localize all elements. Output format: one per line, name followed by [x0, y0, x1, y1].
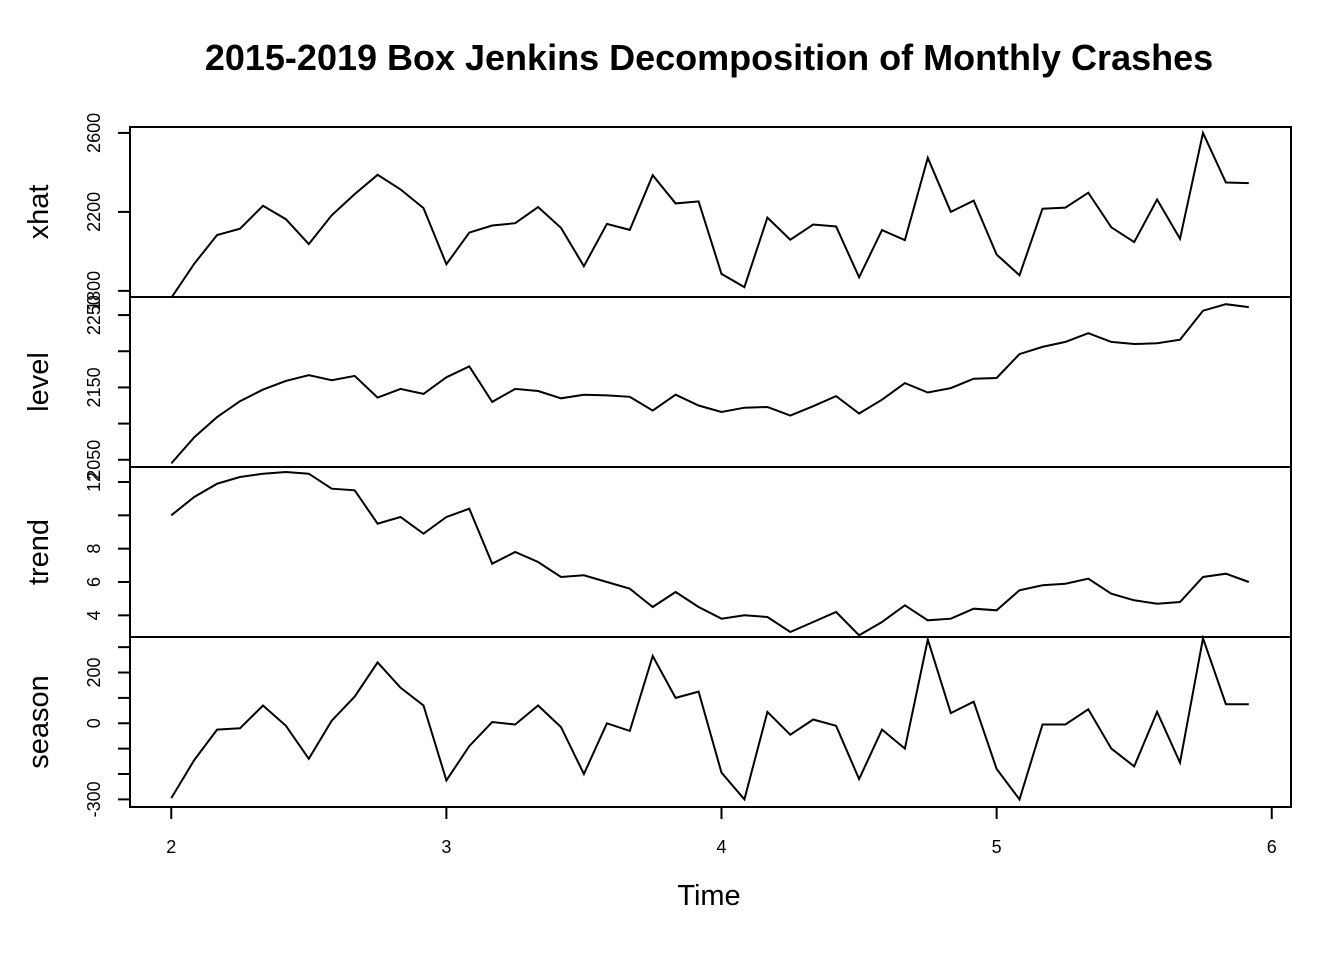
y-tick-label-season: 200 [84, 657, 104, 687]
y-tick-label-xhat: 2200 [84, 192, 104, 232]
y-tick-label-xhat: 2600 [84, 113, 104, 153]
panel-frame-trend [129, 466, 1292, 638]
panel-frame-level [129, 296, 1292, 468]
panels-group: 1800 2200 2600 xhat 2050 2150 2250 level 4 6 8 12 tr… [23, 113, 1292, 817]
series-line-trend [170, 470, 1250, 637]
y-tick-label-level: 2050 [84, 440, 104, 480]
series-line-level [170, 303, 1249, 465]
series-line-xhat [170, 129, 1249, 299]
x-axis: 2 3 4 5 6 [166, 806, 1277, 857]
panel-trend: 4 6 8 12 trend [23, 466, 1292, 638]
x-tick-label: 2 [166, 837, 176, 857]
y-tick-label-xhat: 1800 [84, 271, 104, 311]
y-tick-label-level: 2250 [84, 295, 104, 335]
y-tick-label-level: 2150 [84, 367, 104, 407]
panel-season: -300 0 200 season [23, 634, 1292, 817]
panel-xhat: 1800 2200 2600 xhat [23, 113, 1292, 311]
x-tick-label: 5 [992, 837, 1002, 857]
y-axis-label-level: level [23, 352, 55, 412]
x-tick-label: 6 [1267, 837, 1277, 857]
chart-title: 2015-2019 Box Jenkins Decomposition of M… [205, 37, 1213, 78]
y-tick-label-season: 0 [84, 718, 104, 728]
y-tick-label-trend: 4 [84, 610, 104, 620]
y-tick-label-trend: 6 [84, 577, 104, 587]
panel-frame-xhat [129, 126, 1292, 298]
y-axis-label-trend: trend [23, 519, 55, 585]
x-tick-label: 3 [441, 837, 451, 857]
y-tick-label-season: -300 [84, 781, 104, 817]
series-line-season [170, 634, 1249, 802]
y-tick-label-trend: 8 [84, 544, 104, 554]
y-axis-label-season: season [23, 675, 55, 769]
y-axis-label-xhat: xhat [23, 185, 55, 240]
panel-level: 2050 2150 2250 level [23, 295, 1292, 480]
y-tick-label-trend: 12 [84, 472, 104, 492]
panel-frame-season [129, 636, 1292, 808]
x-tick-label: 4 [716, 837, 726, 857]
x-axis-title: Time [677, 880, 740, 912]
